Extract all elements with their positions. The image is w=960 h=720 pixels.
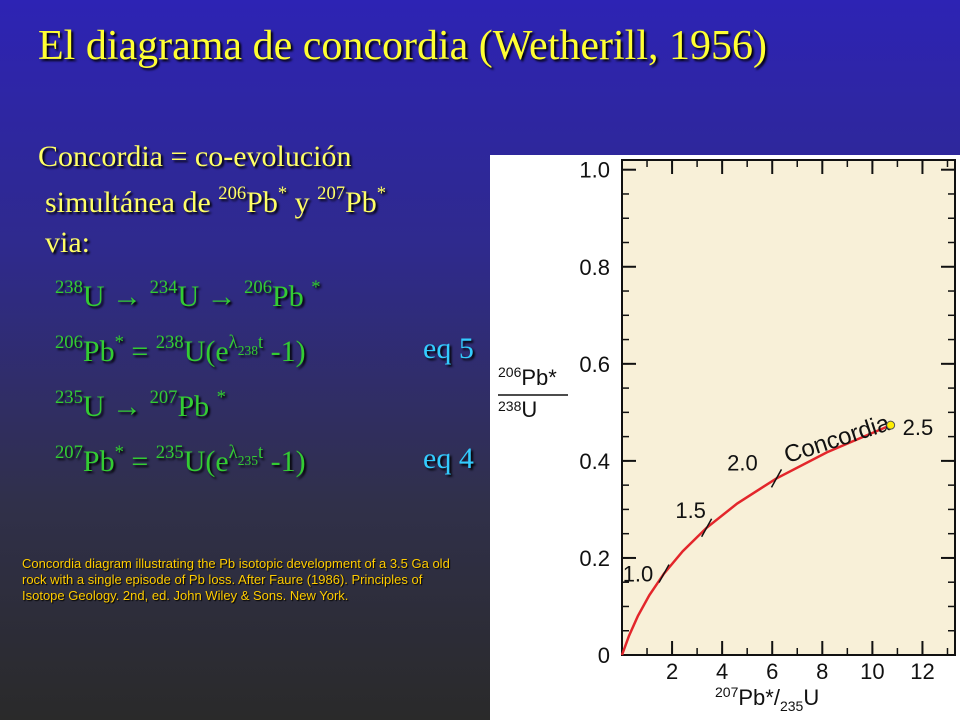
text-part: t xyxy=(257,332,264,353)
x-tick-label: 10 xyxy=(860,659,884,684)
plot-area xyxy=(621,159,956,656)
time-dot xyxy=(886,420,896,430)
time-label: 1.0 xyxy=(623,562,654,587)
text-part: -1) xyxy=(263,335,306,369)
text-part: U → xyxy=(82,280,150,314)
text-part: 235 xyxy=(55,387,83,408)
text-part: y xyxy=(287,186,318,220)
label-part: 238 xyxy=(498,398,522,414)
text-part: 235 xyxy=(237,452,258,468)
time-label: 1.5 xyxy=(675,498,706,523)
body-line: via: xyxy=(45,226,90,260)
y-tick-label: 0.6 xyxy=(579,352,610,377)
text-part: = xyxy=(123,335,156,369)
text-part: 206 xyxy=(218,183,247,204)
text-part: U → xyxy=(82,390,150,424)
text-part: * xyxy=(277,183,288,204)
time-tick xyxy=(700,518,713,538)
text-part: Pb xyxy=(177,390,217,424)
text-part: 207 xyxy=(55,442,83,463)
text-part: 238 xyxy=(237,342,258,358)
text-part: * xyxy=(114,442,124,463)
equation: 206Pb* = 238U(eλ238t -1) xyxy=(55,332,306,369)
slide-title: El diagrama de concordia (Wetherill, 195… xyxy=(38,23,767,69)
text-part: * xyxy=(216,387,226,408)
text-part: λ xyxy=(228,442,238,463)
text-part: = xyxy=(123,445,156,479)
y-tick-label: 0.2 xyxy=(579,546,610,571)
x-axis-label: 207Pb*/235U xyxy=(715,684,819,714)
chart: 00.20.40.60.81.02 4 6 8 10 12206Pb*238U207Pb*… xyxy=(490,155,960,720)
text-part: 238 xyxy=(55,277,83,298)
label-part: 235 xyxy=(780,698,804,714)
text-part: 234 xyxy=(149,277,178,298)
text-part: * xyxy=(114,332,124,353)
y-tick-label: 1.0 xyxy=(579,158,610,183)
text-part: λ xyxy=(228,332,238,353)
time-label: 2.0 xyxy=(727,450,758,475)
text-part: -1) xyxy=(263,445,306,479)
text-part: Pb xyxy=(345,186,377,220)
text-part: 206 xyxy=(244,277,273,298)
text-part: Pb xyxy=(246,186,278,220)
text-part: Pb xyxy=(82,335,115,369)
text-part: * xyxy=(376,183,387,204)
y-tick-label: 0.4 xyxy=(579,449,610,474)
text-part: 206 xyxy=(55,332,83,353)
text-part: t xyxy=(257,442,264,463)
label-part: U xyxy=(803,685,819,710)
time-tick xyxy=(658,564,670,583)
label-part: U xyxy=(521,397,537,422)
equation: 235U → 207Pb * xyxy=(55,387,226,424)
x-tick-label: 4 xyxy=(716,659,728,684)
text-part: 235 xyxy=(155,442,184,463)
text-part: U(e xyxy=(183,445,229,479)
text-part: Pb xyxy=(82,445,115,479)
text-part: via: xyxy=(45,226,90,259)
y-axis-label: 238U xyxy=(498,397,537,422)
x-tick-label: 6 xyxy=(766,659,778,684)
equation: 238U → 234U → 206Pb * xyxy=(55,277,321,314)
label-part: Pb*/ xyxy=(738,685,780,710)
body-line: Concordia = co-evolución xyxy=(38,140,352,174)
concordia-curve xyxy=(620,424,892,656)
caption: Concordia diagram illustrating the Pb is… xyxy=(22,556,450,603)
text-part: * xyxy=(311,277,321,298)
text-part: U(e xyxy=(183,335,229,369)
text-part: U → xyxy=(177,280,245,314)
y-tick-label: 0.8 xyxy=(579,255,610,280)
time-tick xyxy=(770,469,783,488)
time-label: 2.5 xyxy=(903,415,934,440)
equation-label: eq 4 xyxy=(423,442,474,475)
label-part: 206 xyxy=(498,364,522,380)
text-part: 207 xyxy=(317,183,346,204)
text-part: 238 xyxy=(155,332,184,353)
label-part: 207 xyxy=(715,684,739,700)
equation-label: eq 5 xyxy=(423,332,474,365)
x-tick-label: 12 xyxy=(910,659,934,684)
x-tick-label: 8 xyxy=(816,659,828,684)
equation: 207Pb* = 235U(eλ235t -1) xyxy=(55,442,306,479)
label-part: Pb* xyxy=(521,365,557,390)
text-part: simultánea de xyxy=(45,186,219,220)
text-part: 207 xyxy=(149,387,178,408)
x-tick-label: 2 xyxy=(666,659,678,684)
y-axis-label: 206Pb* xyxy=(498,364,557,390)
y-tick-label: 0 xyxy=(598,643,610,668)
text-part: Pb xyxy=(272,280,312,314)
body-line: simultánea de 206Pb* y 207Pb* xyxy=(45,183,386,220)
text-part: Concordia = co-evolución xyxy=(38,140,352,173)
